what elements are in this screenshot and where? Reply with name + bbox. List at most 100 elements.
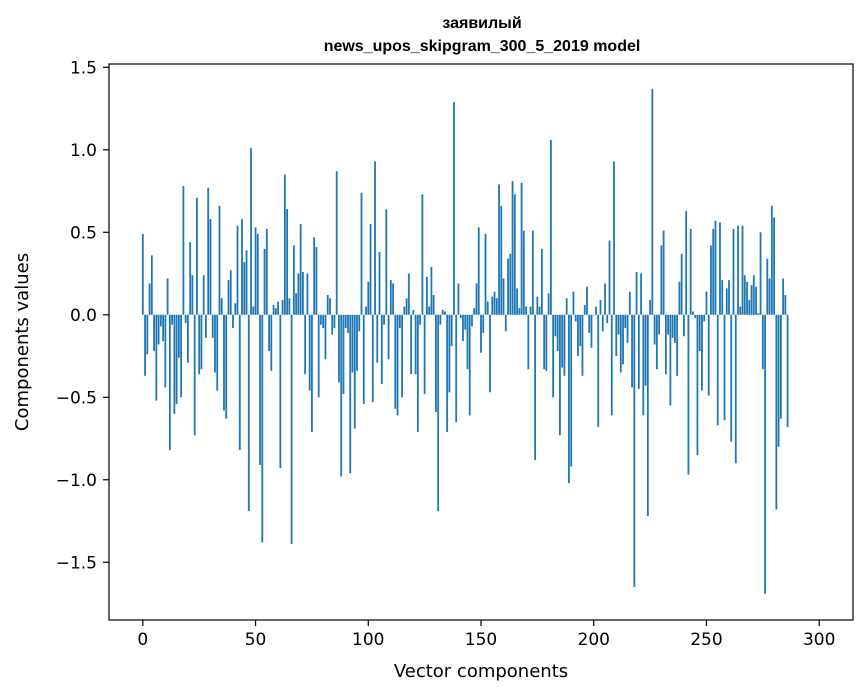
bar [511,181,514,315]
bar [369,224,372,315]
y-tick-label: −0.5 [56,388,97,408]
bar [254,227,257,315]
chart-title: заявилый [442,15,521,32]
bar [155,314,158,401]
bar [554,314,557,337]
bar [268,314,270,352]
y-axis-label: Components values [12,253,33,431]
bar [396,314,399,416]
bar [572,291,575,315]
bar [315,247,318,315]
bar [538,306,541,315]
bar [403,306,406,315]
bar [247,314,250,512]
bar [606,314,609,324]
bar [317,314,320,398]
bar [250,148,252,315]
bar [701,314,703,391]
bar [631,314,633,388]
bar [259,314,261,465]
bar [216,314,219,391]
bar [696,314,699,456]
bar [482,314,485,333]
bar [547,293,550,315]
bar [306,273,309,315]
bar [218,205,221,315]
bar [527,314,530,370]
bar [561,314,564,368]
chart-subtitle: news_upos_skipgram_300_5_2019 model [324,38,641,55]
bar [430,266,433,315]
bar [223,314,225,411]
bar [608,240,611,315]
x-tick-label: 200 [578,630,610,650]
bar [676,314,679,376]
bar [385,209,388,315]
bar [732,228,735,315]
bar [308,314,311,391]
x-tick-label: 300 [803,630,835,650]
bar [283,174,286,315]
bar [752,275,755,315]
bar [444,311,446,315]
bar [549,139,552,315]
bar [229,270,232,315]
bar [457,283,460,315]
bar [764,314,766,594]
bar [581,314,584,376]
y-tick-label: 0.0 [70,306,97,326]
bar [624,314,627,328]
bar [405,298,408,315]
bar [423,314,426,394]
x-tick-label: 250 [690,630,722,650]
bar [480,314,482,353]
bar [667,314,670,335]
bar [344,314,347,328]
bar [662,230,665,315]
bar [202,275,205,315]
bar [414,314,417,375]
bar [234,303,237,315]
bar [739,306,742,315]
bar [786,314,789,427]
bar [304,314,307,375]
bar [425,276,428,315]
bar [493,291,496,315]
bar [326,294,329,315]
bar [189,242,192,315]
bar [387,314,390,360]
bar [653,314,656,345]
bar [177,314,180,358]
bar [673,314,676,343]
bar [525,306,527,315]
bar [664,314,667,375]
bar [252,306,255,315]
bar [782,278,785,315]
bar [211,314,214,338]
bar [746,281,748,315]
bar [655,314,658,370]
bar [398,314,401,328]
bar [243,261,246,315]
bar [568,314,570,484]
bar [540,248,543,315]
bar [504,314,507,332]
bar [741,225,744,315]
bar [473,308,476,315]
bar [613,161,615,315]
x-axis-label: Vector components [394,661,568,682]
bar [579,314,582,347]
bar [531,230,534,315]
bar [412,309,415,315]
bar [225,314,228,419]
bar [360,192,363,315]
y-tick-label: 0.5 [70,223,97,243]
bar [784,294,787,315]
bar [725,288,728,315]
bar [148,283,151,315]
y-tick-label: −1.0 [56,471,97,491]
bar [290,314,293,545]
bar [407,273,410,315]
bar [168,314,171,451]
bar [207,187,210,315]
